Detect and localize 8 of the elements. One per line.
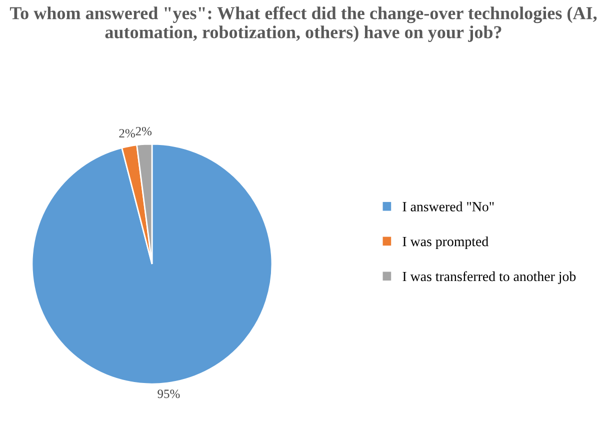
data-label: 2% (136, 126, 152, 136)
legend-label: I was prompted (402, 236, 488, 250)
pie-slice (31, 143, 273, 385)
data-label: 2% (119, 129, 135, 138)
legend-label: I was transferred to another job (402, 271, 576, 284)
data-label: 95% (158, 390, 180, 398)
legend-label: I answered "No" (402, 202, 494, 212)
chart-title: To whom answered "yes": What effect did the change-over technologies (AI, automation, robotization, others) have on your job? (10, 6, 597, 42)
